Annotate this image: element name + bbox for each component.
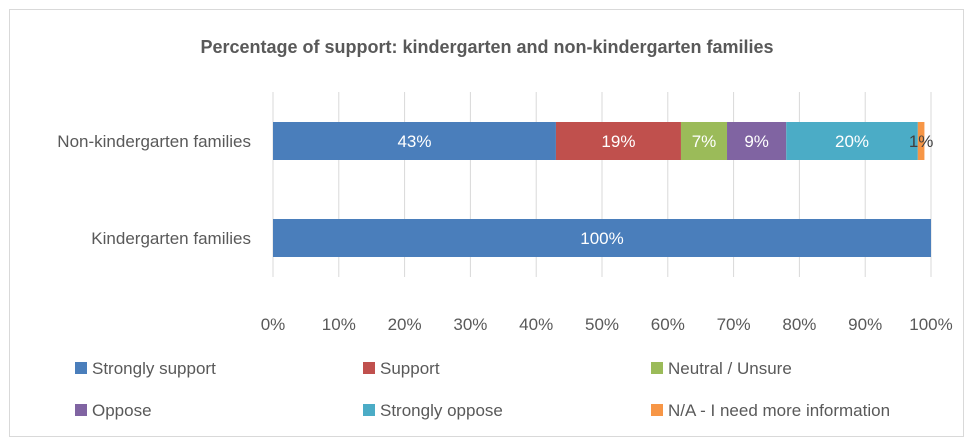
category-labels: Non-kindergarten families Kindergarten fa… bbox=[57, 132, 251, 248]
x-tick-label: 0% bbox=[261, 315, 286, 334]
bar-segment bbox=[917, 122, 925, 160]
data-label: 20% bbox=[835, 132, 869, 151]
bar-segment bbox=[786, 122, 918, 160]
x-tick-label: 70% bbox=[717, 315, 751, 334]
bar-segment bbox=[273, 219, 931, 257]
bar-segment bbox=[680, 122, 728, 160]
x-tick-label: 60% bbox=[651, 315, 685, 334]
category-label: Kindergarten families bbox=[91, 229, 251, 248]
x-tick-label: 10% bbox=[322, 315, 356, 334]
chart-title: Percentage of support: kindergarten and … bbox=[200, 37, 773, 57]
legend-label: Oppose bbox=[92, 401, 152, 420]
x-tick-label: 30% bbox=[453, 315, 487, 334]
data-label: 9% bbox=[744, 132, 769, 151]
data-label: 100% bbox=[580, 229, 623, 248]
legend-swatch bbox=[363, 404, 375, 416]
legend-label: Strongly oppose bbox=[380, 401, 503, 420]
data-label: 1% bbox=[909, 132, 934, 151]
x-tick-label: 40% bbox=[519, 315, 553, 334]
legend-swatch bbox=[651, 404, 663, 416]
legend-label: N/A - I need more information bbox=[668, 401, 890, 420]
x-tick-label: 20% bbox=[388, 315, 422, 334]
data-label: 43% bbox=[397, 132, 431, 151]
data-label: 19% bbox=[601, 132, 635, 151]
bar-segment bbox=[727, 122, 787, 160]
bars: 43% 19% 7% 9% 20% 1% 100% bbox=[273, 122, 933, 257]
legend-label: Strongly support bbox=[92, 359, 216, 378]
legend-label: Support bbox=[380, 359, 440, 378]
category-label: Non-kindergarten families bbox=[57, 132, 251, 151]
x-axis-tick-labels: 0% 10% 20% 30% 40% 50% 60% 70% 80% 90% 100% bbox=[261, 315, 953, 334]
legend-swatch bbox=[75, 362, 87, 374]
legend: Strongly support Support Neutral / Unsure O… bbox=[75, 359, 890, 420]
x-tick-label: 50% bbox=[585, 315, 619, 334]
x-tick-label: 90% bbox=[848, 315, 882, 334]
legend-swatch bbox=[75, 404, 87, 416]
legend-label: Neutral / Unsure bbox=[668, 359, 792, 378]
x-tick-label: 100% bbox=[909, 315, 952, 334]
x-tick-label: 80% bbox=[782, 315, 816, 334]
bar-segment bbox=[555, 122, 681, 160]
bar-segment bbox=[273, 122, 556, 160]
legend-swatch bbox=[651, 362, 663, 374]
legend-swatch bbox=[363, 362, 375, 374]
data-label: 7% bbox=[692, 132, 717, 151]
